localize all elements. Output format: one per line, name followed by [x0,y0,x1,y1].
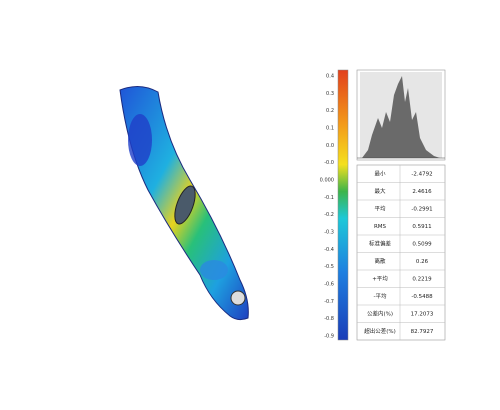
stat-label: 标准偏差 [369,239,392,247]
stat-value: 17.2073 [411,311,434,317]
color-scale [337,69,349,341]
stat-value: 2.4616 [412,189,432,195]
stat-label: -平均 [374,292,387,300]
scale-label: -0.0 [324,160,334,166]
scale-label: 0.0 [326,143,334,149]
scale-label: -0.6 [324,282,334,288]
stat-value: 82.7927 [411,329,434,335]
stat-label: +平均 [372,274,388,282]
scale-label: -0.3 [324,230,334,236]
stat-label: 超出公差(%) [364,327,396,335]
part-model [119,86,249,321]
scale-label: 0.1 [326,126,334,132]
histogram [356,69,446,161]
stat-value: -2.4792 [411,171,432,177]
scale-label: -0.9 [324,334,334,340]
scale-label: 0.3 [326,91,334,97]
scale-label: -0.2 [324,212,334,218]
scale-label: -0.4 [324,247,334,253]
scale-label: 0.4 [326,74,334,80]
stat-label: 最小 [374,169,386,177]
stat-label: RMS [374,224,387,230]
stat-label: 离散 [374,257,386,265]
scale-label: -0.7 [324,299,334,305]
scale-label: 0.000 [320,178,334,184]
stat-value: 0.26 [416,259,429,265]
stat-label: 公差内(%) [367,309,393,317]
stat-value: 0.2219 [412,276,432,282]
stat-label: 最大 [374,187,386,195]
scale-label: 0.2 [326,108,334,114]
stat-value: -0.5488 [411,294,433,300]
scale-label: -0.5 [324,264,334,270]
scale-label: -0.8 [324,316,334,322]
scale-label: -0.1 [324,195,334,201]
stat-value: -0.2991 [411,206,432,212]
stat-value: 0.5099 [412,241,432,247]
stat-value: 0.5911 [412,224,431,230]
stat-label: 平均 [374,204,386,212]
